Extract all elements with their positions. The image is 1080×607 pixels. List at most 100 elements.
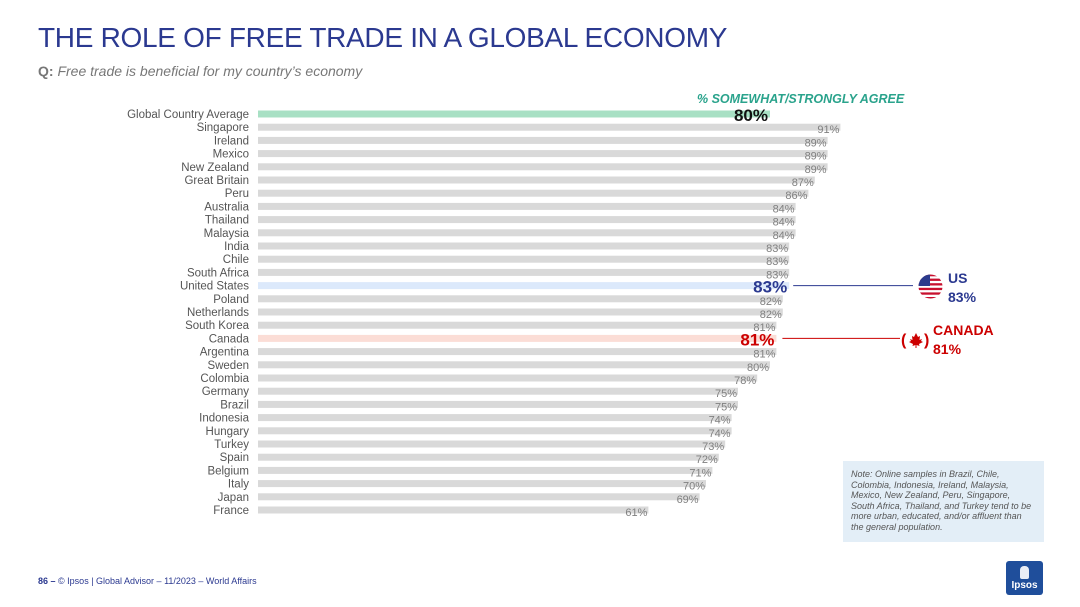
bar-peru (258, 189, 809, 197)
bar-chile (258, 255, 790, 263)
value-label-ireland: 89% (805, 137, 827, 149)
value-label-japan: 69% (677, 494, 699, 506)
category-label-spain: Spain (220, 452, 249, 464)
category-label-netherlands: Netherlands (187, 307, 249, 319)
legend-label: % SOMEWHAT/STRONGLY AGREE (697, 92, 905, 106)
svg-text:): ) (924, 332, 929, 349)
bar-chart: Global Country Average 80% Singapore 91% Ire… (127, 106, 913, 519)
bar-argentina (258, 348, 777, 356)
category-label-italy: Italy (228, 479, 249, 491)
value-label-south-africa: 83% (766, 269, 788, 281)
bar-indonesia (258, 414, 732, 422)
category-label-canada: Canada (209, 333, 250, 345)
us-callout-value: 83% (948, 289, 977, 305)
category-label-belgium: Belgium (207, 465, 249, 477)
value-label-colombia: 78% (734, 375, 756, 387)
bar-italy (258, 480, 706, 488)
ipsos-logo-text: Ipsos (1011, 580, 1038, 591)
value-label-italy: 70% (683, 481, 705, 493)
us-flag-icon (918, 274, 943, 299)
value-label-spain: 72% (696, 454, 718, 466)
value-label-brazil: 75% (715, 401, 737, 413)
category-label-sweden: Sweden (207, 360, 249, 372)
category-label-germany: Germany (202, 386, 250, 398)
category-label-japan: Japan (218, 492, 249, 504)
value-label-united-states: 83% (753, 278, 787, 297)
bar-brazil (258, 400, 738, 408)
category-label-mexico: Mexico (213, 149, 249, 161)
category-label-australia: Australia (204, 201, 249, 213)
category-label-great-britain: Great Britain (184, 175, 249, 187)
page-number: 86 – (38, 576, 56, 586)
bar-france (258, 506, 649, 514)
value-label-great-britain: 87% (792, 177, 814, 189)
category-label-colombia: Colombia (200, 373, 249, 385)
value-label-poland: 82% (760, 296, 782, 308)
bar-colombia (258, 374, 758, 382)
category-label-indonesia: Indonesia (199, 413, 249, 425)
bar-thailand (258, 216, 796, 224)
value-label-peru: 86% (785, 190, 807, 202)
category-label-global-country-average: Global Country Average (127, 109, 249, 121)
value-label-australia: 84% (773, 203, 795, 215)
bar-belgium (258, 466, 713, 474)
value-label-mexico: 89% (805, 151, 827, 163)
footer-text: © Ipsos | Global Advisor – 11/2023 – Wor… (58, 576, 257, 586)
ipsos-logo-mark (1020, 566, 1029, 579)
bar-malaysia (258, 229, 796, 237)
bar-spain (258, 453, 719, 461)
value-label-singapore: 91% (817, 124, 839, 136)
bar-great-britain (258, 176, 815, 184)
category-label-france: France (213, 505, 249, 517)
category-label-argentina: Argentina (200, 347, 250, 359)
bar-hungary (258, 427, 732, 435)
value-label-france: 61% (625, 507, 647, 519)
svg-text:(: ( (901, 332, 907, 349)
category-label-turkey: Turkey (214, 439, 249, 451)
bar-new-zealand (258, 163, 828, 171)
value-label-netherlands: 82% (760, 309, 782, 321)
bar-poland (258, 295, 783, 303)
bar-south-korea (258, 321, 777, 329)
category-label-new-zealand: New Zealand (181, 162, 249, 174)
bar-south-africa (258, 268, 790, 276)
value-label-sweden: 80% (747, 362, 769, 374)
category-label-south-africa: South Africa (187, 267, 250, 279)
canada-callout-name: CANADA (933, 322, 994, 338)
bar-sweden (258, 361, 770, 369)
bar-india (258, 242, 790, 250)
methodology-note: Note: Online samples in Brazil, Chile, C… (843, 461, 1044, 542)
category-label-india: India (224, 241, 250, 253)
bar-germany (258, 387, 738, 395)
category-label-poland: Poland (213, 294, 249, 306)
bar-ireland (258, 136, 828, 144)
bar-united-states (258, 282, 790, 290)
value-label-germany: 75% (715, 388, 737, 400)
value-label-argentina: 81% (753, 349, 775, 361)
us-callout-name: US (948, 270, 968, 286)
bar-global-country-average (258, 110, 770, 118)
category-label-malaysia: Malaysia (204, 228, 250, 240)
value-label-hungary: 74% (709, 428, 731, 440)
value-label-indonesia: 74% (709, 415, 731, 427)
question-label: Q: (38, 63, 54, 79)
bar-turkey (258, 440, 726, 448)
value-label-turkey: 73% (702, 441, 724, 453)
footer: 86 – © Ipsos | Global Advisor – 11/2023 … (38, 576, 257, 586)
category-label-ireland: Ireland (214, 135, 249, 147)
value-label-chile: 83% (766, 256, 788, 268)
category-label-hungary: Hungary (206, 426, 250, 438)
value-label-thailand: 84% (773, 217, 795, 229)
value-label-belgium: 71% (689, 467, 711, 479)
category-label-south-korea: South Korea (185, 320, 250, 332)
category-label-thailand: Thailand (205, 215, 249, 227)
question-text: Free trade is beneficial for my country’… (57, 63, 363, 79)
bar-singapore (258, 123, 841, 131)
category-label-united-states: United States (180, 281, 249, 293)
category-label-chile: Chile (223, 254, 249, 266)
canada-flag-icon: ( ) (901, 332, 929, 349)
canada-callout-value: 81% (933, 341, 962, 357)
bar-canada (258, 334, 777, 342)
category-label-singapore: Singapore (197, 122, 249, 134)
value-label-india: 83% (766, 243, 788, 255)
